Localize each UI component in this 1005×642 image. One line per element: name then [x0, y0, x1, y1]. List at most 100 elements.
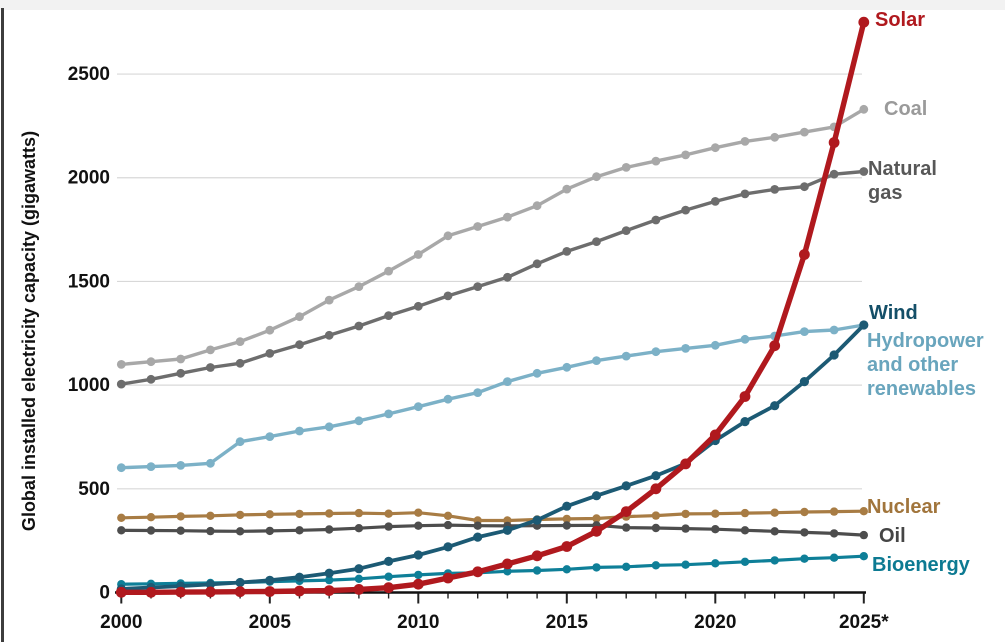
- oil-line: [121, 523, 864, 537]
- x-tick-label-2015: 2015: [546, 612, 589, 633]
- coal-point-2003: [206, 345, 215, 355]
- gas-point-2017: [621, 226, 631, 236]
- gas-point-2006: [295, 340, 304, 350]
- oil-point-2017: [622, 523, 631, 532]
- coal-point-2011: [443, 231, 453, 241]
- oil-point-2007: [325, 525, 334, 534]
- solar-point-2015: [561, 541, 573, 552]
- gas-point-2003: [206, 363, 215, 372]
- solar-point-2001: [145, 586, 157, 598]
- y-tick-label-2000: 2000: [68, 168, 110, 189]
- bioenergy-point-2007: [325, 575, 334, 585]
- oil-point-2023: [800, 528, 809, 537]
- coal-point-2015: [562, 184, 572, 194]
- wind-point-2021: [740, 417, 750, 427]
- hydro-point-2007: [324, 422, 334, 432]
- bioenergy-point-2020: [711, 559, 720, 568]
- oil-point-2009: [384, 522, 393, 531]
- gas-point-2014: [532, 259, 542, 269]
- wind-line: [121, 323, 866, 591]
- wind-point-2022: [770, 401, 780, 411]
- hydro-point-2005: [265, 432, 275, 441]
- bioenergy-point-2018: [651, 561, 661, 570]
- gas-point-2021: [740, 189, 750, 199]
- solar-point-2023: [799, 249, 810, 260]
- gas-point-2010: [413, 301, 423, 311]
- gas-point-2024: [829, 169, 839, 179]
- solar-point-2010: [412, 578, 424, 590]
- solar-point-2025: [858, 16, 870, 28]
- nuclear-label: Nuclear: [867, 496, 941, 518]
- gas-point-2022: [770, 185, 780, 194]
- hydro-point-2003: [206, 458, 215, 468]
- hydro-point-2021: [740, 334, 750, 344]
- y-tick-label-2500: 2500: [68, 64, 110, 85]
- oil-point-2002: [176, 526, 185, 535]
- coal-point-2006: [295, 312, 304, 322]
- solar-point-2021: [739, 391, 751, 402]
- wind-label: Wind: [869, 302, 918, 324]
- coal-point-2009: [384, 266, 393, 276]
- oil-point-2006: [295, 526, 304, 535]
- solar-point-2002: [175, 586, 187, 598]
- nuclear-point-2022: [770, 508, 779, 517]
- gas-point-2002: [176, 368, 186, 378]
- solar-line: [121, 21, 867, 595]
- wind-point-2023: [799, 377, 810, 387]
- hydro-point-2019: [681, 344, 690, 353]
- gas-point-2023: [800, 182, 809, 192]
- bioenergy-point-2017: [622, 562, 631, 571]
- x-tick-label-2020: 2020: [694, 612, 736, 633]
- y-tick-label-1500: 1500: [68, 271, 110, 292]
- hydro-point-2013: [503, 377, 512, 386]
- coal-line: [121, 107, 865, 367]
- solar-label: Solar: [875, 9, 925, 31]
- hydro-point-2002: [176, 461, 186, 470]
- series-wind: [116, 320, 869, 594]
- y-tick-label-1000: 1000: [68, 375, 110, 396]
- nuclear-point-2001: [146, 513, 156, 522]
- hydro-point-2004: [235, 437, 245, 447]
- wind-point-2009: [384, 556, 394, 567]
- gas-point-2016: [592, 237, 601, 247]
- wind-point-2008: [354, 564, 364, 574]
- wind-point-2017: [621, 481, 631, 491]
- coal-point-2016: [592, 172, 601, 182]
- solar-point-2003: [205, 586, 216, 598]
- wind-point-2003: [205, 579, 215, 590]
- oil-point-2021: [740, 526, 750, 535]
- coal-point-2023: [800, 127, 809, 137]
- wind-point-2025: [859, 320, 869, 330]
- oil-point-2003: [206, 526, 215, 536]
- coal-point-2007: [324, 295, 334, 305]
- oil-point-2000: [117, 526, 126, 535]
- oil-point-2001: [146, 526, 156, 535]
- hydro-point-2000: [116, 463, 126, 473]
- coal-point-2005: [265, 325, 275, 335]
- coal-point-2017: [621, 163, 631, 172]
- coal-point-2010: [413, 250, 423, 259]
- coal-point-2001: [146, 357, 156, 367]
- x-tick-label-2000: 2000: [100, 612, 142, 633]
- nuclear-point-2021: [740, 508, 750, 518]
- x-tick-label-2025: 2025*: [839, 612, 889, 633]
- wind-point-2006: [294, 572, 305, 582]
- coal-point-2025: [859, 104, 869, 114]
- gas-point-2008: [354, 321, 364, 331]
- bioenergy-point-2014: [532, 566, 542, 575]
- hydro-label: Hydropower: [867, 330, 984, 352]
- left-edge-line: [1, 8, 4, 642]
- hydro-point-2024: [829, 325, 839, 335]
- oil-point-2011: [443, 520, 453, 530]
- nuclear-point-2002: [176, 512, 185, 521]
- gas-point-2019: [681, 205, 690, 215]
- hydro-point-2018: [651, 347, 661, 357]
- gas-label: Natural: [868, 158, 937, 180]
- bioenergy-point-2009: [384, 572, 393, 581]
- bioenergy-point-2021: [740, 557, 750, 566]
- coal-point-2004: [235, 337, 245, 346]
- nuclear-point-2020: [711, 509, 720, 518]
- bioenergy-point-2025: [859, 552, 868, 561]
- gas-point-2020: [710, 197, 720, 206]
